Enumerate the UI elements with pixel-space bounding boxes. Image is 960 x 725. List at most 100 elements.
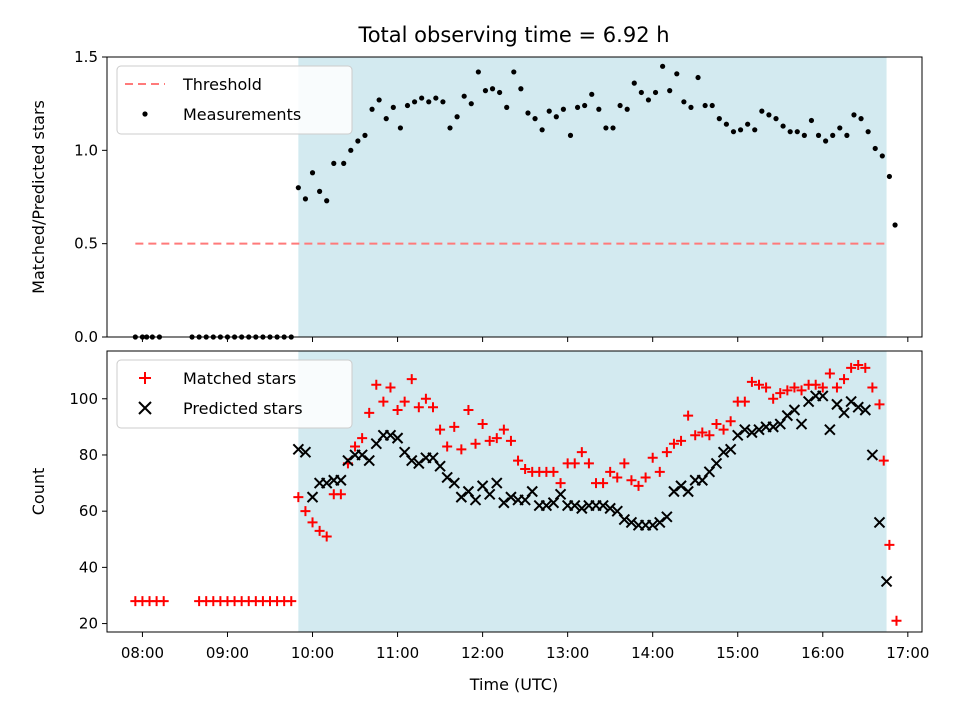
measurement-point bbox=[482, 88, 489, 94]
predicted-star-point bbox=[646, 519, 659, 531]
matched-star-point bbox=[300, 506, 311, 517]
matched-star-point bbox=[548, 466, 559, 477]
measurement-point bbox=[411, 99, 418, 105]
predicted-star-point bbox=[753, 423, 765, 436]
measurement-point bbox=[546, 108, 552, 114]
matched-star-point bbox=[576, 447, 587, 458]
matched-star-point bbox=[569, 458, 580, 469]
y-axis-label: Count bbox=[29, 468, 48, 516]
matched-star-point bbox=[746, 376, 757, 387]
matched-star-point bbox=[775, 388, 786, 399]
measurement-point bbox=[752, 127, 758, 133]
x-tick-label: 12:00 bbox=[461, 644, 504, 662]
matched-star-point bbox=[293, 492, 304, 503]
measurement-point bbox=[745, 121, 751, 127]
matched-star-point bbox=[810, 379, 821, 390]
matched-star-point bbox=[697, 427, 708, 438]
matched-star-point bbox=[853, 360, 864, 371]
measurement-point bbox=[787, 129, 793, 135]
measurement-point bbox=[858, 116, 864, 122]
predicted-star-point bbox=[526, 485, 538, 498]
predicted-star-point bbox=[852, 401, 864, 413]
predicted-star-point bbox=[299, 446, 312, 458]
measurement-point bbox=[830, 132, 836, 138]
matched-star-point bbox=[878, 455, 889, 466]
measurement-point bbox=[341, 160, 347, 166]
predicted-star-point bbox=[618, 513, 631, 526]
measurement-point bbox=[295, 185, 301, 191]
measurement-point bbox=[716, 116, 722, 122]
predicted-star-point bbox=[859, 404, 872, 416]
observing-window-band bbox=[298, 57, 887, 337]
predicted-star-point bbox=[838, 407, 850, 419]
predicted-star-point bbox=[356, 449, 368, 461]
y-tick-label: 0.0 bbox=[74, 328, 98, 346]
measurement-point bbox=[645, 97, 652, 103]
matched-star-point bbox=[321, 531, 332, 542]
predicted-star-point bbox=[817, 390, 829, 402]
matched-star-point bbox=[491, 433, 502, 444]
matched-star-point bbox=[874, 399, 885, 410]
matched-star-point bbox=[846, 362, 857, 373]
predicted-star-point bbox=[540, 499, 553, 512]
x-tick-label: 11:00 bbox=[376, 644, 419, 662]
matched-star-point bbox=[704, 430, 715, 441]
predicted-star-point bbox=[873, 516, 886, 529]
matched-star-point bbox=[335, 489, 346, 500]
matched-star-point bbox=[839, 374, 850, 385]
measurement-point bbox=[872, 145, 878, 152]
measurement-point bbox=[603, 125, 609, 131]
measurement-point bbox=[504, 104, 510, 110]
predicted-star-point bbox=[391, 432, 404, 444]
measurement-point bbox=[723, 121, 730, 127]
measurement-point bbox=[589, 91, 595, 97]
predicted-star-point bbox=[739, 423, 751, 436]
x-tick-label: 13:00 bbox=[546, 644, 589, 662]
measurement-point bbox=[397, 125, 403, 131]
predicted-star-point bbox=[554, 488, 567, 501]
panel-1: 0.0 0.5 1.0 1.5 Matched/Predicted stars Thres… bbox=[29, 48, 923, 346]
matched-star-point bbox=[654, 466, 665, 477]
matched-star-point bbox=[711, 419, 722, 430]
legend: Matched stars Predicted stars bbox=[116, 359, 353, 429]
measurement-point bbox=[801, 132, 807, 138]
predicted-star-point bbox=[505, 491, 517, 503]
legend-marker bbox=[138, 401, 152, 415]
measurement-point bbox=[440, 99, 446, 105]
matched-star-point bbox=[647, 452, 658, 463]
measurement-point bbox=[695, 74, 701, 81]
predicted-star-point bbox=[306, 491, 319, 503]
predicted-star-point bbox=[441, 471, 453, 484]
matched-star-point bbox=[690, 430, 701, 441]
y-tick-label: 80 bbox=[79, 446, 98, 464]
measurement-point bbox=[759, 108, 765, 114]
matched-star-point bbox=[520, 464, 531, 475]
measurement-point bbox=[667, 88, 673, 94]
predicted-star-point bbox=[597, 499, 609, 512]
measurement-point bbox=[631, 80, 637, 86]
legend-marker bbox=[142, 111, 148, 117]
matched-star-point bbox=[824, 368, 835, 379]
matched-star-point bbox=[378, 396, 389, 407]
predicted-star-point bbox=[824, 423, 836, 436]
predicted-star-point bbox=[767, 421, 779, 433]
predicted-star-point bbox=[363, 454, 375, 467]
matched-star-point bbox=[640, 472, 651, 483]
measurement-point bbox=[518, 86, 524, 92]
measurement-point bbox=[702, 102, 708, 109]
measurement-point bbox=[553, 114, 559, 120]
measurement-point bbox=[454, 114, 460, 120]
measurement-point bbox=[369, 106, 375, 112]
measurement-point bbox=[596, 106, 602, 112]
predicted-star-point bbox=[576, 502, 588, 515]
measurement-point bbox=[674, 71, 680, 77]
predicted-star-point bbox=[781, 409, 794, 422]
measurement-point bbox=[383, 116, 389, 122]
measurement-point bbox=[780, 123, 786, 129]
y-axis-label: Matched/Predicted stars bbox=[29, 100, 48, 294]
matched-star-point bbox=[754, 379, 764, 390]
matched-star-point bbox=[831, 382, 842, 393]
predicted-star-point bbox=[845, 395, 857, 408]
predicted-star-point bbox=[491, 477, 503, 489]
y-tick-label: 20 bbox=[79, 615, 98, 633]
